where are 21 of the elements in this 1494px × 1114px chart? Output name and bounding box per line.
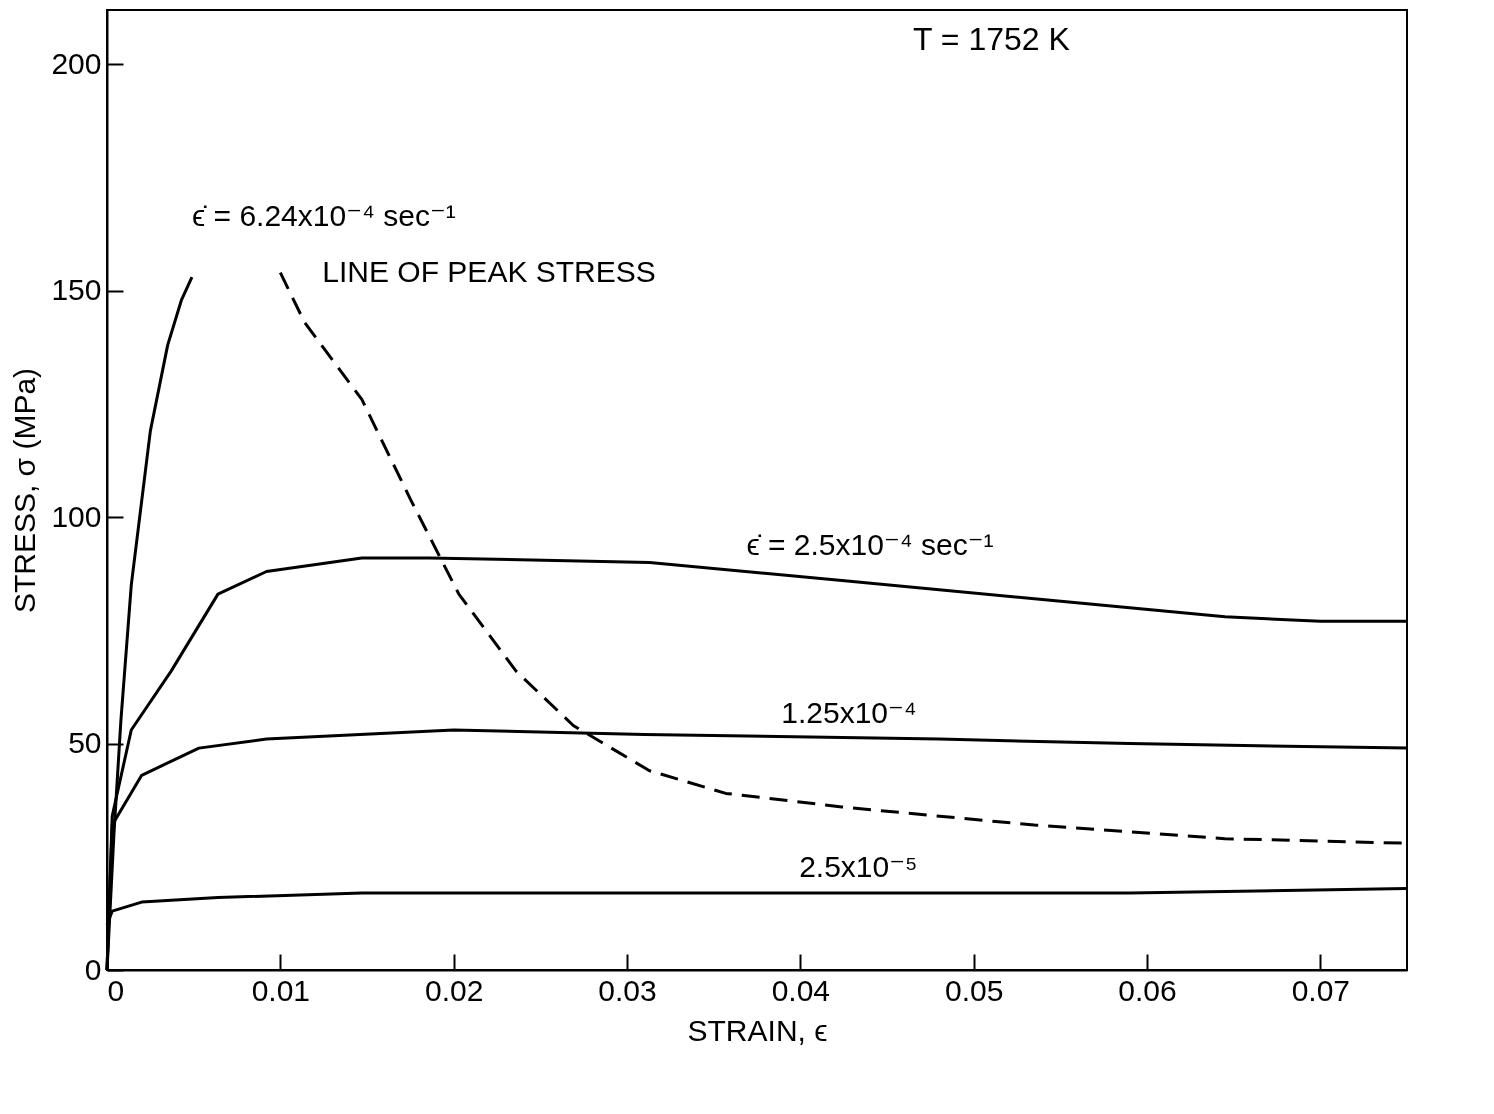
x-tick-label: 0.07	[1291, 973, 1351, 1007]
series-label: LINE OF PEAK STRESS	[322, 254, 656, 288]
y-tick-label: 150	[51, 273, 102, 307]
x-tick-label: 0.06	[1118, 973, 1177, 1007]
y-axis-title: STRESS, σ (MPa)	[8, 367, 42, 614]
x-axis-title: STRAIN, ϵ	[687, 1013, 828, 1047]
y-tick-label: 200	[51, 46, 102, 80]
x-tick-label: 0.04	[771, 973, 831, 1007]
x-tick-label: 0.01	[251, 973, 311, 1007]
x-tick-label: 0	[107, 973, 125, 1007]
series-label: ϵ̇ = 6.24x10⁻⁴ sec⁻¹	[191, 199, 456, 233]
x-tick-label: 0.03	[598, 973, 657, 1007]
x-tick-label: 0.02	[424, 973, 484, 1007]
annotation: T = 1752 K	[913, 21, 1070, 57]
y-tick-label: 100	[51, 499, 102, 533]
series-label: 1.25x10⁻⁴	[781, 696, 917, 730]
series-label: ϵ̇ = 2.5x10⁻⁴ sec⁻¹	[746, 527, 994, 561]
y-tick-label: 50	[68, 726, 102, 760]
y-tick-label: 0	[84, 952, 102, 986]
x-tick-label: 0.05	[944, 973, 1004, 1007]
series-label: 2.5x10⁻⁵	[799, 850, 918, 884]
